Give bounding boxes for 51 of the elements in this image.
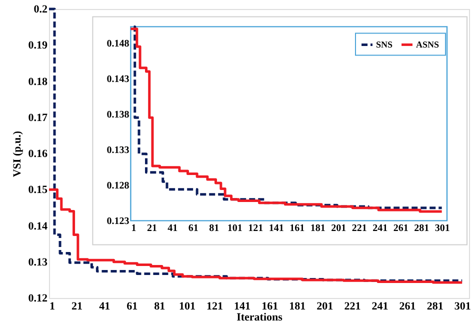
x-tick-label: 161 (290, 223, 305, 234)
y-tick-label: 0.17 (28, 112, 48, 124)
y-axis-title: VSI (p.u.) (11, 130, 24, 178)
x-tick-label: 121 (248, 223, 264, 234)
x-tick-label: 81 (209, 223, 220, 234)
x-tick-label: 141 (268, 223, 284, 234)
x-tick-label: 21 (146, 223, 157, 234)
y-tick-label: 0.123 (106, 216, 130, 228)
y-tick-label: 0.19 (28, 40, 48, 52)
x-tick-label: 261 (393, 223, 408, 234)
x-tick-label: 201 (316, 300, 334, 312)
x-tick-label: 21 (72, 300, 83, 312)
x-tick-label: 1 (50, 300, 55, 312)
x-tick-label: 61 (188, 223, 198, 234)
legend-label: SNS (376, 40, 393, 50)
y-tick-label: 0.16 (28, 148, 48, 160)
y-tick-label: 0.12 (28, 292, 48, 304)
y-tick-label: 0.138 (106, 110, 130, 121)
y-tick-label: 0.133 (106, 145, 130, 156)
x-axis-title: Iterations (236, 312, 284, 324)
x-tick-label: 101 (227, 223, 242, 234)
x-tick-label: 141 (234, 300, 251, 312)
x-tick-label: 241 (372, 300, 388, 312)
x-tick-label: 221 (344, 300, 361, 312)
y-tick-label: 0.2 (34, 4, 48, 16)
x-tick-label: 261 (399, 300, 416, 312)
x-tick-label: 41 (168, 223, 178, 234)
x-tick-label: 221 (352, 223, 367, 234)
legend-label: ASNS (416, 40, 440, 50)
y-tick-label: 0.143 (106, 74, 130, 86)
y-tick-label: 0.13 (28, 256, 48, 268)
x-tick-label: 161 (262, 300, 278, 312)
x-tick-label: 281 (426, 300, 444, 312)
x-tick-label: 41 (99, 300, 110, 312)
x-tick-label: 301 (454, 300, 471, 312)
x-tick-label: 241 (372, 223, 388, 234)
y-tick-label: 0.148 (106, 38, 130, 50)
x-tick-label: 1 (131, 223, 136, 234)
y-tick-label: 0.14 (28, 220, 48, 232)
x-tick-label: 81 (154, 300, 166, 312)
x-tick-label: 201 (331, 223, 346, 234)
y-tick-label: 0.18 (28, 76, 48, 88)
x-tick-label: 121 (206, 300, 223, 312)
y-tick-label: 0.128 (106, 180, 130, 192)
y-tick-label: 0.15 (28, 184, 48, 196)
x-tick-label: 281 (414, 223, 430, 234)
x-tick-label: 301 (434, 223, 450, 234)
x-tick-label: 61 (126, 300, 138, 312)
x-tick-label: 181 (289, 300, 306, 312)
x-tick-label: 181 (310, 223, 326, 234)
x-tick-label: 101 (178, 300, 196, 312)
